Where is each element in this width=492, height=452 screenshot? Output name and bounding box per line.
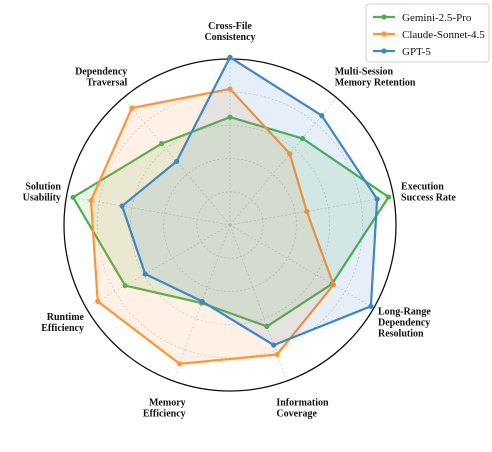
series-fill-2 xyxy=(122,57,378,346)
axis-label-4-0: Information xyxy=(276,397,329,408)
series-point-0-4 xyxy=(264,323,270,329)
axis-label-0-0: Cross-File xyxy=(208,21,252,32)
axis-label-4-1: Coverage xyxy=(276,408,317,419)
series-point-1-3 xyxy=(330,282,337,288)
series-layer xyxy=(70,54,392,367)
axis-label-1-1: Memory Retention xyxy=(335,77,416,88)
series-point-1-1 xyxy=(287,151,293,157)
series-line-0 xyxy=(71,115,390,328)
series-point-2-0 xyxy=(227,54,233,60)
legend-label-0: Gemini-2.5-Pro xyxy=(402,12,472,24)
legend-box xyxy=(365,3,490,63)
legend-marker-0 xyxy=(381,14,387,20)
grid-ring xyxy=(163,158,297,292)
axis-label-0-1: Consistency xyxy=(204,32,255,43)
axis-label-1-0: Multi-Session xyxy=(335,66,394,77)
series-point-0-0 xyxy=(227,114,233,120)
series-point-2-4 xyxy=(271,342,277,348)
axis-label-6-0: Runtime xyxy=(47,312,85,323)
axis-label-6-1: Efficiency xyxy=(41,323,84,334)
legend: Gemini-2.5-Pro Claude-Sonnet-4.5 GPT-5 xyxy=(365,3,490,63)
series-point-1-7 xyxy=(88,197,94,204)
series-point-0-8 xyxy=(159,141,165,147)
series-point-1-0 xyxy=(227,86,233,92)
axis-label-3-1: Dependency xyxy=(378,318,430,329)
legend-label-1: Claude-Sonnet-4.5 xyxy=(402,29,485,41)
axis-labels: Cross-FileConsistencyMulti-SessionMemory… xyxy=(23,21,457,419)
axis-label-5-0: Memory xyxy=(149,397,186,408)
axis-label-7-0: Solution xyxy=(25,181,61,192)
series-point-0-2 xyxy=(385,194,392,200)
series-point-1-4 xyxy=(274,351,280,358)
legend-marker-1 xyxy=(381,31,387,37)
series-point-2-7 xyxy=(119,203,125,209)
series-line-2 xyxy=(120,56,379,347)
axis-label-3-2: Resolution xyxy=(378,329,424,340)
axis-label-3-0: Long-Range xyxy=(378,307,431,318)
axis-label-8-1: Traversal xyxy=(86,77,127,88)
series-point-2-6 xyxy=(142,271,148,277)
legend-label-2: GPT-5 xyxy=(402,46,431,58)
axis-label-5-1: Efficiency xyxy=(143,408,186,419)
series-fill-1 xyxy=(91,88,334,364)
axis-label-7-1: Usability xyxy=(23,192,61,203)
series-point-1-8 xyxy=(129,105,135,111)
axis-label-8-0: Dependency xyxy=(75,66,127,77)
series-point-0-7 xyxy=(70,194,76,200)
series-point-2-3 xyxy=(368,303,374,309)
series-point-2-1 xyxy=(319,113,325,119)
series-point-2-2 xyxy=(374,196,380,202)
series-line-1 xyxy=(89,87,335,365)
axis-label-2-1: Success Rate xyxy=(401,192,456,203)
series-point-1-6 xyxy=(95,298,101,304)
series-fill-0 xyxy=(73,117,389,327)
series-point-1-2 xyxy=(304,208,310,215)
series-point-0-6 xyxy=(122,282,128,289)
series-point-2-8 xyxy=(174,158,180,165)
series-point-1-5 xyxy=(176,361,183,367)
series-point-2-5 xyxy=(199,298,205,305)
axis-label-2-0: Execution xyxy=(401,181,444,192)
grid-ring xyxy=(130,125,330,325)
legend-marker-2 xyxy=(381,48,387,54)
series-point-0-1 xyxy=(299,135,306,142)
